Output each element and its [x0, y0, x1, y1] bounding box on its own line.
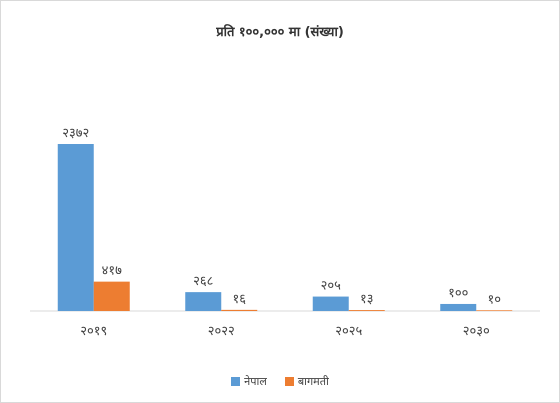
bar-series-1-1 [221, 309, 258, 311]
data-label-series-0-0: २३७२ [62, 126, 89, 141]
bar-series-1-3 [476, 310, 513, 311]
data-label-series-1-0: ४१७ [102, 264, 123, 279]
bar-series-1-2 [348, 310, 385, 311]
bar-series-0-2 [312, 296, 349, 311]
data-label-series-1-2: १३ [360, 292, 374, 307]
bar-series-0-3 [440, 303, 477, 311]
x-tick-label-0: २०१९ [80, 324, 107, 339]
legend: नेपाल बागमती [0, 374, 560, 389]
legend-label-series-0: नेपाल [244, 375, 267, 388]
data-label-series-0-2: २०५ [321, 279, 342, 294]
data-label-series-0-3: १०० [448, 286, 468, 301]
data-label-series-1-3: १० [487, 292, 501, 307]
bar-series-1-0 [93, 281, 130, 311]
x-tick-label-3: २०३० [463, 324, 490, 339]
bar-series-0-1 [185, 292, 222, 311]
bar-series-0-0 [57, 144, 94, 311]
x-tick-label-1: २०२२ [208, 324, 235, 339]
data-label-series-1-1: १६ [232, 292, 246, 307]
data-label-series-0-1: २६८ [193, 274, 214, 289]
legend-label-series-1: बागमती [297, 375, 329, 388]
legend-swatch-series-0 [231, 377, 241, 386]
legend-item-series-0: नेपाल [231, 374, 267, 389]
legend-item-series-1: बागमती [284, 374, 329, 389]
legend-swatch-series-1 [284, 377, 294, 386]
x-tick-label-2: २०२५ [335, 324, 362, 339]
chart-title: प्रति १००,००० मा (संख्या) [216, 25, 344, 40]
